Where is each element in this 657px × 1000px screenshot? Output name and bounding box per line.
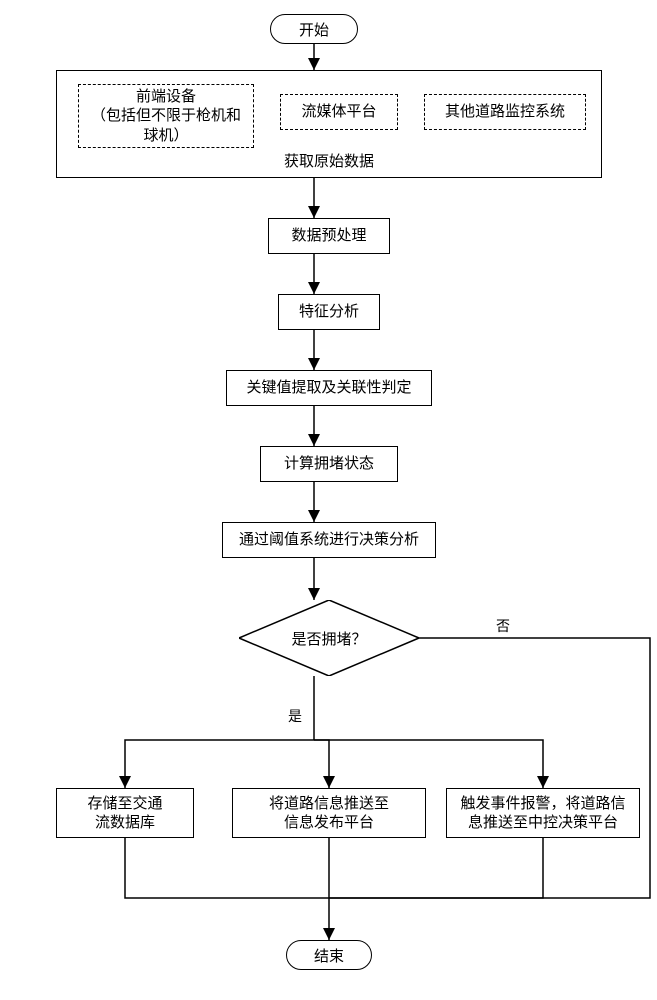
source-other-monitor-label: 其他道路监控系统	[445, 102, 565, 122]
acquire-group-label: 获取原始数据	[57, 152, 601, 172]
keyvalue-label: 关键值提取及关联性判定	[246, 378, 411, 398]
edge-label-yes: 是	[288, 706, 302, 726]
flowchart-canvas: 开始 获取原始数据 前端设备 （包括但不限于枪机和 球机） 流媒体平台 其他道路…	[0, 0, 657, 1000]
output-alarm-label: 触发事件报警，将道路信 息推送至中控决策平台	[460, 794, 625, 833]
output-store-db: 存储至交通 流数据库	[56, 788, 194, 838]
source-other-monitor: 其他道路监控系统	[424, 94, 586, 130]
source-front-device: 前端设备 （包括但不限于枪机和 球机）	[78, 84, 254, 148]
end-terminator: 结束	[286, 940, 372, 970]
output-push-info-label: 将道路信息推送至 信息发布平台	[269, 794, 389, 833]
start-terminator: 开始	[270, 14, 358, 44]
calc-label: 计算拥堵状态	[284, 454, 374, 474]
output-alarm: 触发事件报警，将道路信 息推送至中控决策平台	[446, 788, 640, 838]
threshold-label: 通过阈值系统进行决策分析	[239, 530, 419, 550]
feature-label: 特征分析	[299, 302, 359, 322]
calc-step: 计算拥堵状态	[260, 446, 398, 482]
output-push-info: 将道路信息推送至 信息发布平台	[232, 788, 426, 838]
source-front-device-label: 前端设备 （包括但不限于枪机和 球机）	[91, 87, 241, 146]
threshold-step: 通过阈值系统进行决策分析	[222, 522, 436, 558]
start-label: 开始	[299, 19, 329, 40]
end-label: 结束	[314, 945, 344, 966]
source-streaming: 流媒体平台	[280, 94, 398, 130]
congestion-decision-label: 是否拥堵？	[291, 628, 366, 649]
output-store-db-label: 存储至交通 流数据库	[87, 794, 162, 833]
feature-step: 特征分析	[278, 294, 380, 330]
edge-label-no: 否	[496, 616, 510, 636]
preprocess-step: 数据预处理	[268, 218, 390, 254]
preprocess-label: 数据预处理	[291, 226, 366, 246]
congestion-decision: 是否拥堵？	[239, 600, 419, 676]
source-streaming-label: 流媒体平台	[301, 102, 376, 122]
keyvalue-step: 关键值提取及关联性判定	[226, 370, 432, 406]
